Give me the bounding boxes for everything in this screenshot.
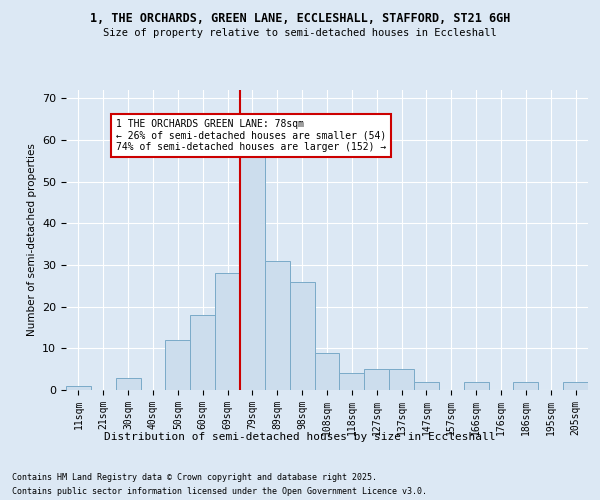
Bar (240, 152, 265, 390)
Text: 1 THE ORCHARDS GREEN LANE: 78sqm
← 26% of semi-detached houses are smaller (54)
: 1 THE ORCHARDS GREEN LANE: 78sqm ← 26% o… (116, 119, 386, 152)
Bar (116, 378, 140, 390)
Bar (265, 261, 290, 390)
Bar (190, 315, 215, 390)
Bar (514, 382, 538, 390)
Bar (166, 340, 190, 390)
Text: Size of property relative to semi-detached houses in Eccleshall: Size of property relative to semi-detach… (103, 28, 497, 38)
Y-axis label: Number of semi-detached properties: Number of semi-detached properties (26, 144, 37, 336)
Bar (290, 282, 314, 390)
Text: 1, THE ORCHARDS, GREEN LANE, ECCLESHALL, STAFFORD, ST21 6GH: 1, THE ORCHARDS, GREEN LANE, ECCLESHALL,… (90, 12, 510, 26)
Text: Contains public sector information licensed under the Open Government Licence v3: Contains public sector information licen… (12, 488, 427, 496)
Text: Distribution of semi-detached houses by size in Eccleshall: Distribution of semi-detached houses by … (104, 432, 496, 442)
Text: Contains HM Land Registry data © Crown copyright and database right 2025.: Contains HM Land Registry data © Crown c… (12, 472, 377, 482)
Bar (389, 369, 414, 390)
Bar (215, 274, 240, 390)
Bar (364, 369, 389, 390)
Bar (314, 352, 340, 390)
Bar (464, 382, 488, 390)
Bar (340, 374, 364, 390)
Bar (563, 382, 588, 390)
Bar (414, 382, 439, 390)
Bar (66, 386, 91, 390)
